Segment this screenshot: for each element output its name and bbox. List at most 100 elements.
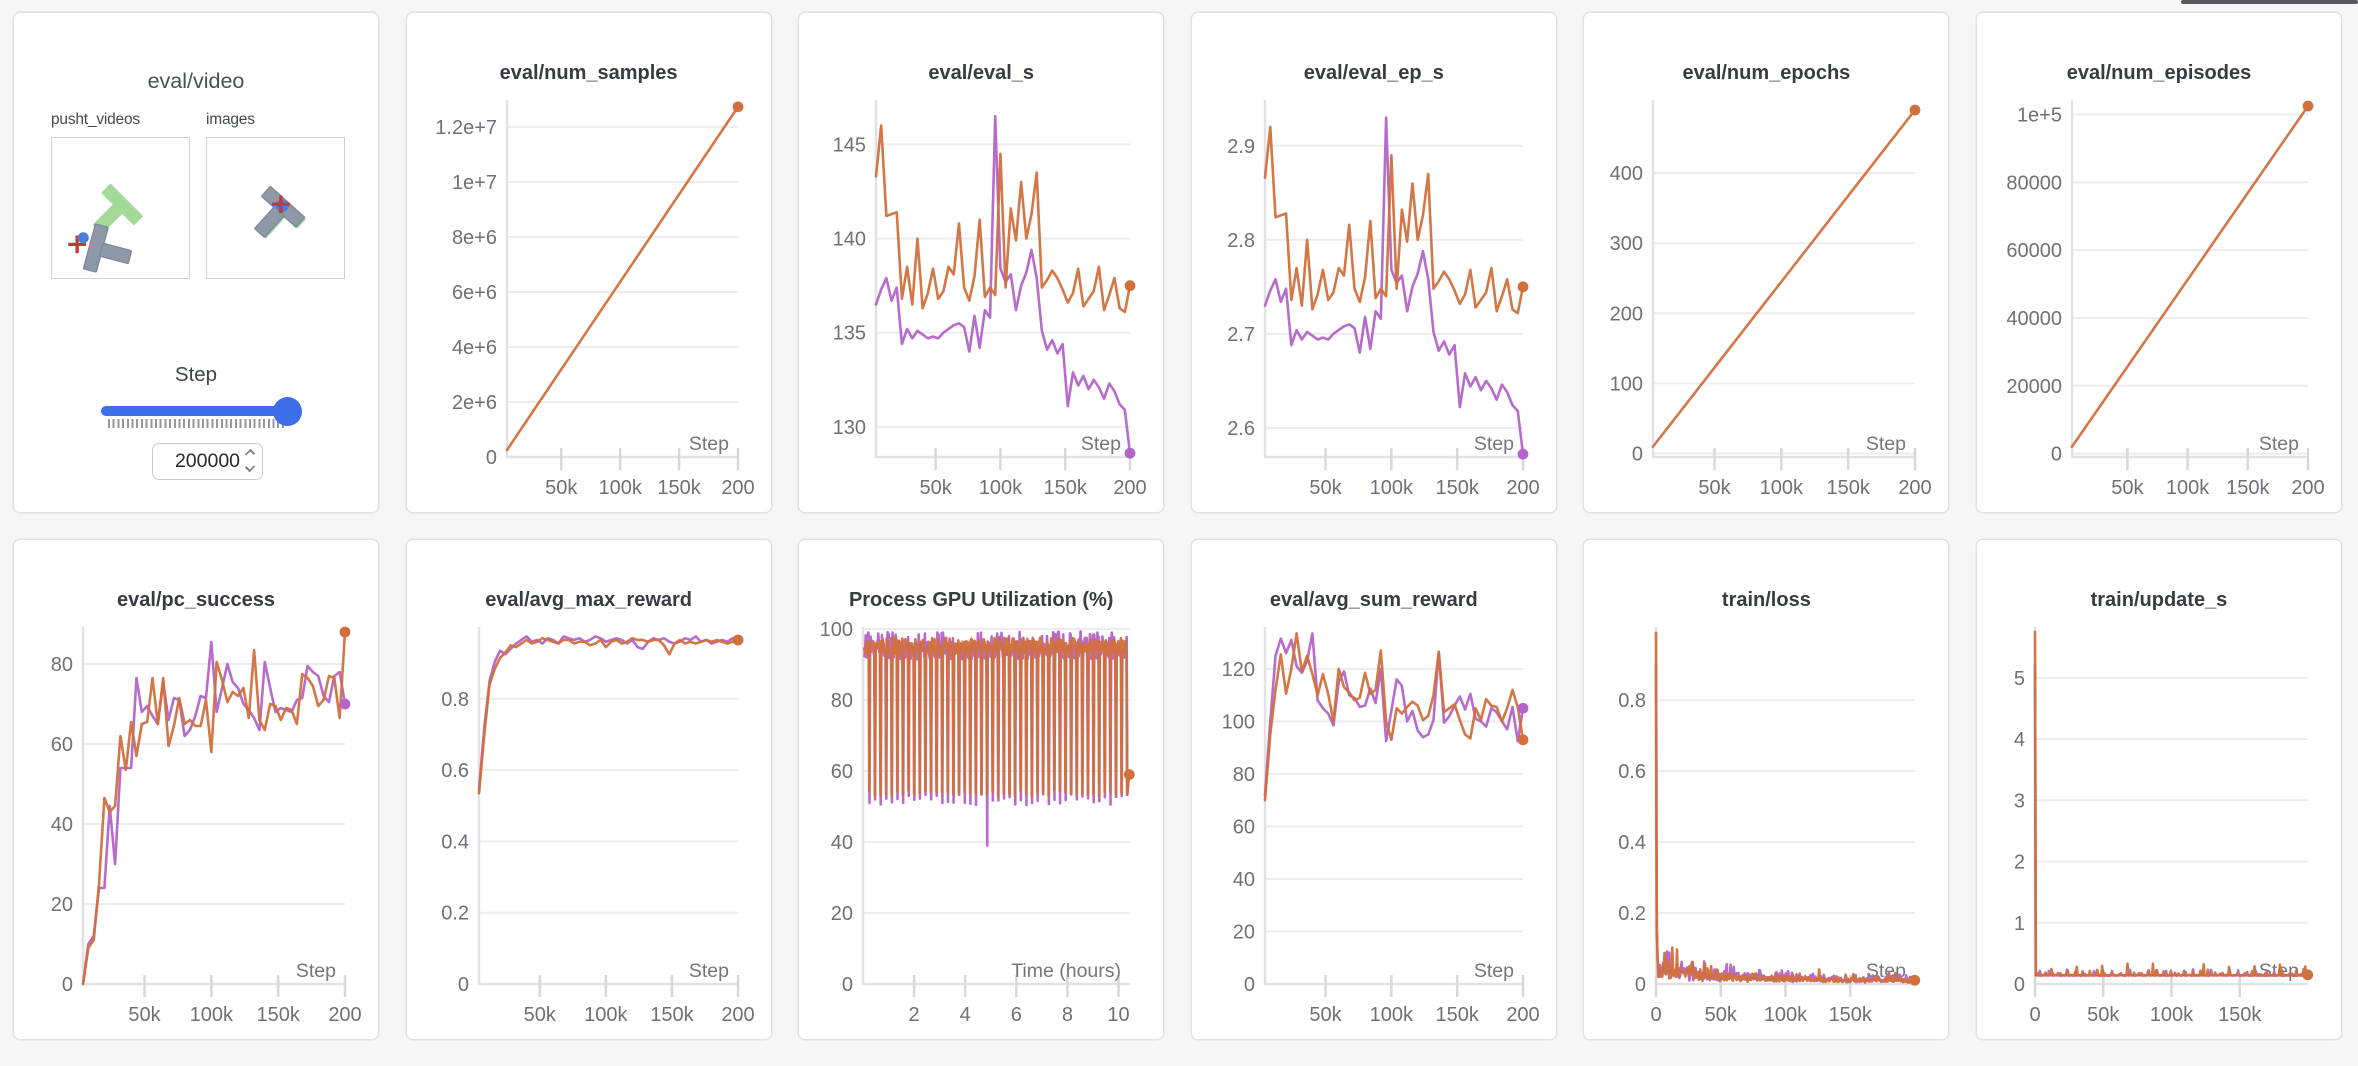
x-tick-label: 50k [2111,477,2144,499]
x-tick-label: 200 [721,477,754,499]
pusht-env-render [254,186,306,239]
y-tick-label: 40000 [2006,308,2062,330]
media-label: images [206,111,255,128]
x-tick-label: 0 [1651,1004,1662,1026]
x-tick-label: 200 [1506,477,1539,499]
y-tick-label: 2.9 [1227,136,1255,158]
series-line-orange [1263,632,1525,802]
x-tick-label: 150k [657,477,701,499]
chart-title: train/loss [1721,589,1811,611]
y-tick-label: 2 [2014,852,2025,874]
x-axis-label: Step [1474,960,1514,982]
step-number-input[interactable]: 200000 [152,443,263,480]
chart-plot-eval-pc-success[interactable]: 50k 100k 150k 200 0 20 40 60 80 Step [14,540,378,1039]
step-slider-handle[interactable] [273,397,302,426]
series-end-dot-orange [1909,974,1921,986]
x-tick-label: 50k [1699,477,1732,499]
series-end-dot-orange [2302,100,2314,112]
media-thumbnail-images[interactable] [206,137,345,279]
stepper-down-icon[interactable] [244,461,256,473]
x-tick-label: 150k [1044,477,1088,499]
chart-title: Process GPU Utilization (%) [848,589,1114,611]
chart-plot-eval-avg-sum-reward[interactable]: 50k 100k 150k 200 0 20 40 60 80 100 120 Step [1192,540,1556,1039]
x-tick-label: 200 [1114,477,1147,499]
series-line-orange [863,636,1131,798]
chart-title: eval/eval_ep_s [1303,62,1444,84]
y-tick-label: 0 [1244,974,1255,996]
series-end-dot-orange [1909,104,1921,116]
chart-title: eval/pc_success [117,589,275,611]
chart-plot-eval-eval-ep-s[interactable]: 50k 100k 150k 200 2.6 2.7 2.8 2.9 Step [1192,13,1556,512]
y-tick-label: 400 [1610,163,1643,185]
y-tick-label: 4e+6 [452,337,497,359]
x-tick-label: 50k [128,1004,161,1026]
y-tick-label: 80000 [2006,172,2062,194]
panel-eval-avg-max-reward: eval/avg_max_reward 50k 100k 150k 200 0 0.2 0.… [406,540,771,1039]
x-axis-label: Step [2259,433,2299,455]
chart-plot-eval-avg-max-reward[interactable]: 50k 100k 150k 200 0 0.2 0.4 0.6 0.8 Step [407,540,771,1039]
y-tick-label: 0.4 [1619,832,1647,854]
y-tick-label: 0 [1635,974,1646,996]
series-line-orange [1263,125,1525,315]
y-tick-label: 0 [2051,444,2062,466]
y-tick-label: 0 [2014,974,2025,996]
y-tick-label: 5 [2014,668,2025,690]
chart-title: eval/num_epochs [1682,62,1851,84]
y-tick-label: 0.6 [1619,761,1647,783]
horizontal-scrollbar-thumb[interactable] [2181,0,2358,4]
series-line-orange [81,630,347,986]
x-tick-label: 200 [1506,1004,1539,1026]
chart-plot-eval-eval-s[interactable]: 50k 100k 150k 200 130 135 140 145 Step [799,13,1163,512]
x-axis-label: Step [1474,433,1514,455]
x-tick-label: 100k [2166,477,2210,499]
series-end-dot-purple [1517,702,1529,714]
y-tick-label: 0.4 [441,831,469,853]
y-tick-label: 0.2 [441,903,469,925]
media-item-images: images [206,111,345,279]
series-line-purple [1263,632,1525,797]
y-tick-label: 60 [51,734,73,756]
series-end-dot-orange [2302,969,2314,981]
y-tick-label: 0 [62,974,73,996]
x-tick-label: 150k [650,1004,694,1026]
series-end-dot-purple [339,698,351,710]
series-end-dot-orange [1517,734,1529,746]
chart-plot-eval-num-samples[interactable]: 50k 100k 150k 200 0 2e+6 4e+6 6e+6 8e+6 1e+7 1.2e+… [407,13,771,512]
y-tick-label: 20 [831,903,853,925]
x-tick-label: 8 [1062,1004,1073,1026]
panel-eval-video: eval/video pusht_videos [14,13,378,512]
chart-plot-eval-num-episodes[interactable]: 50k 100k 150k 200 0 20000 40000 60000 80000 1e+5 S… [1977,13,2341,512]
x-tick-label: 50k [2087,1004,2120,1026]
x-tick-label: 100k [1369,477,1413,499]
stepper-up-icon[interactable] [244,448,256,460]
media-thumbnail-pusht-videos[interactable] [51,137,190,279]
y-tick-label: 20 [51,894,73,916]
y-tick-label: 40 [51,814,73,836]
chart-plot-eval-num-epochs[interactable]: 50k 100k 150k 200 0 100 200 300 400 Step [1584,13,1948,512]
x-tick-label: 150k [1435,477,1479,499]
y-tick-label: 80 [51,654,73,676]
x-tick-label: 150k [2226,477,2270,499]
video-panel-title: eval/video [147,69,245,93]
panel-eval-eval-s: eval/eval_s 50k 100k 150k 200 130 135 140 145 St… [799,13,1164,512]
series-end-dot-orange [732,634,743,646]
series-end-dot-orange [339,626,351,638]
media-label: pusht_videos [51,111,140,128]
y-tick-label: 8e+6 [452,227,497,249]
panel-eval-num-epochs: eval/num_epochs 50k 100k 150k 200 0 100 200 300… [1584,13,1949,512]
y-tick-label: 2e+6 [452,392,497,414]
x-tick-label: 200 [328,1004,361,1026]
x-tick-label: 100k [190,1004,234,1026]
y-tick-label: 80 [831,690,853,712]
step-slider-track[interactable] [101,406,297,416]
series-end-dot-orange [732,101,743,113]
panel-train-update-s: train/update_s 0 50k 100k 150k 0 1 2 3 4 5 Step [1976,540,2341,1039]
y-tick-label: 4 [2014,729,2025,751]
series-line-orange [2070,104,2310,448]
y-tick-label: 6e+6 [452,282,497,304]
goal-cross-icon [68,235,87,254]
agent-dot-icon [77,232,89,244]
